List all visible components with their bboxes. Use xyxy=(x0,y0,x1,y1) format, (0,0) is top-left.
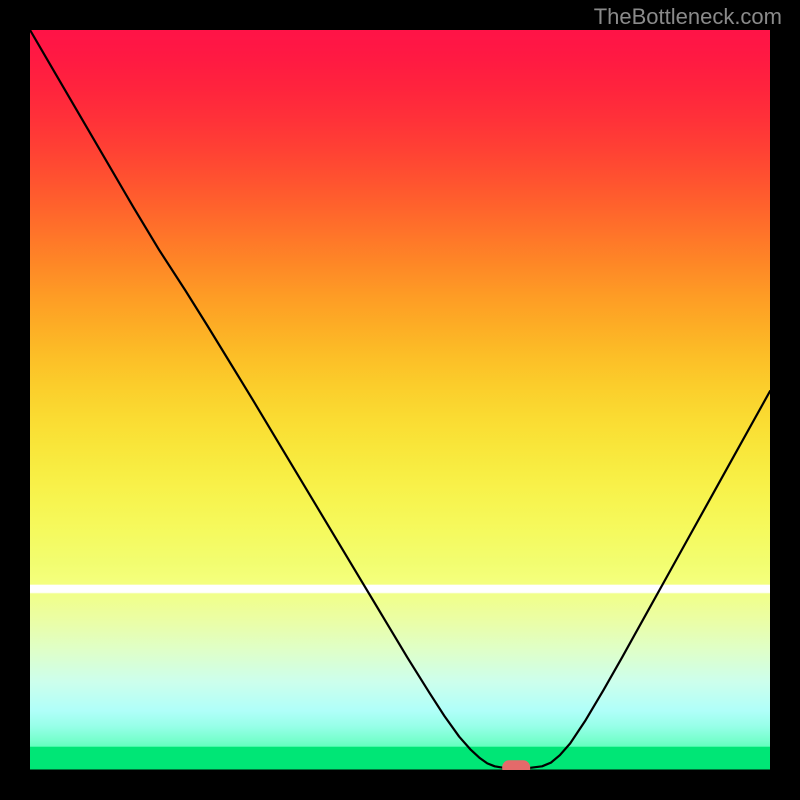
chart-frame: TheBottleneck.com xyxy=(0,0,800,800)
gradient-background xyxy=(30,30,770,770)
watermark-text: TheBottleneck.com xyxy=(594,4,782,30)
bottleneck-marker xyxy=(502,760,530,770)
plot-area xyxy=(30,30,770,770)
chart-svg xyxy=(30,30,770,770)
